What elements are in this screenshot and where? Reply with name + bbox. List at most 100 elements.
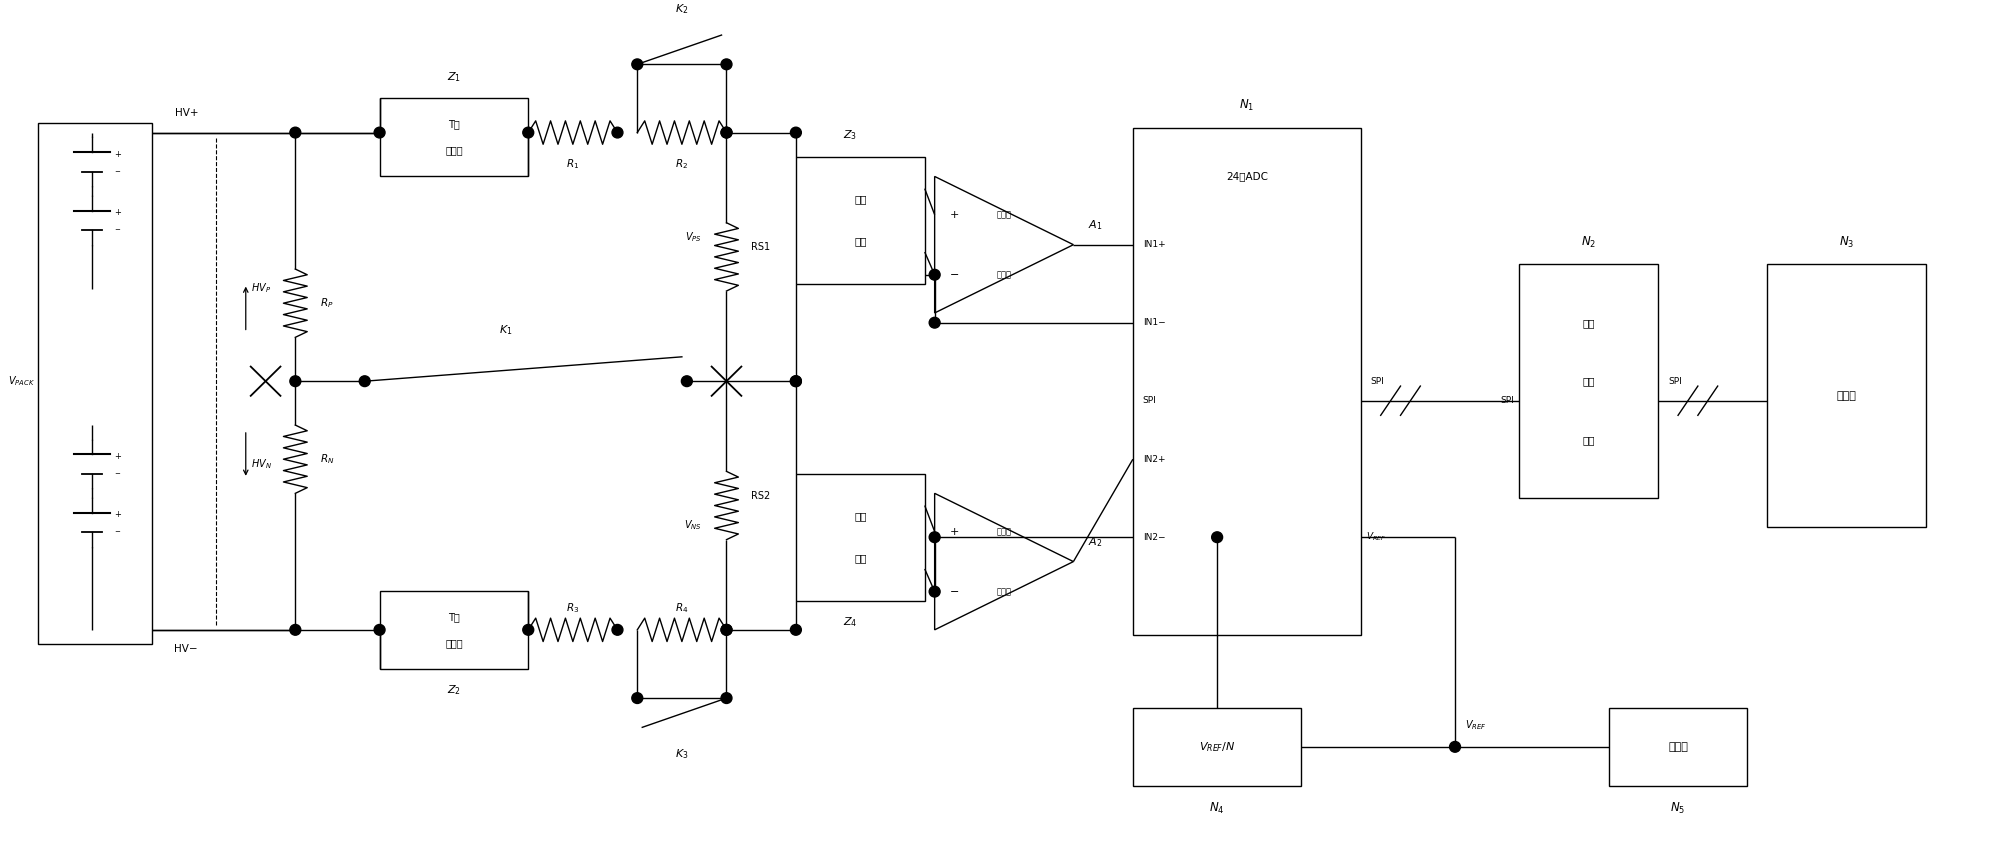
Text: T型: T型 [448, 612, 460, 622]
Circle shape [721, 693, 731, 704]
Text: 全差分: 全差分 [997, 210, 1011, 219]
Text: +: + [949, 210, 959, 220]
Text: $A_1$: $A_1$ [1089, 218, 1103, 232]
Circle shape [1211, 532, 1223, 543]
Circle shape [290, 376, 302, 387]
Text: $-$: $-$ [114, 225, 122, 231]
Circle shape [523, 625, 533, 636]
Text: SPI: SPI [1500, 396, 1514, 406]
Text: $HV_P$: $HV_P$ [250, 282, 272, 296]
Text: $R_2$: $R_2$ [675, 157, 689, 170]
Text: $K_3$: $K_3$ [675, 747, 689, 761]
Circle shape [721, 127, 731, 138]
Text: $K_2$: $K_2$ [675, 2, 689, 15]
Circle shape [523, 127, 533, 138]
Text: −: − [949, 270, 959, 279]
Text: $N_5$: $N_5$ [1670, 801, 1686, 815]
Text: $N_3$: $N_3$ [1838, 234, 1854, 250]
Text: +: + [949, 527, 959, 537]
Text: $HV_N$: $HV_N$ [250, 458, 272, 471]
Circle shape [929, 317, 941, 328]
Circle shape [374, 625, 386, 636]
Text: $N_1$: $N_1$ [1239, 98, 1255, 113]
Text: +: + [114, 510, 120, 519]
Text: $R_P$: $R_P$ [320, 296, 334, 310]
Circle shape [721, 127, 731, 138]
Circle shape [791, 127, 801, 138]
Text: $N_4$: $N_4$ [1209, 801, 1225, 815]
Text: 滤波: 滤波 [853, 194, 867, 204]
Circle shape [1451, 741, 1461, 752]
Circle shape [611, 127, 623, 138]
Text: 放大器: 放大器 [997, 587, 1011, 596]
Bar [795, 474, 925, 601]
Circle shape [290, 127, 302, 138]
Bar [1133, 128, 1361, 635]
Text: $-$: $-$ [114, 527, 122, 533]
Circle shape [290, 625, 302, 636]
Text: $V_{PACK}$: $V_{PACK}$ [8, 374, 34, 389]
Circle shape [791, 376, 801, 387]
Text: $R_1$: $R_1$ [565, 157, 579, 170]
Circle shape [631, 693, 643, 704]
Text: SPI: SPI [1668, 377, 1682, 386]
Circle shape [929, 586, 941, 597]
Circle shape [929, 269, 941, 280]
Circle shape [611, 625, 623, 636]
Text: 电路: 电路 [853, 237, 867, 246]
Text: RS2: RS2 [751, 491, 771, 501]
Text: 全差分: 全差分 [997, 527, 1011, 536]
Text: $K_1$: $K_1$ [500, 324, 513, 337]
Text: HV+: HV+ [174, 108, 198, 118]
Bar [1768, 264, 1926, 527]
Circle shape [721, 59, 731, 70]
Text: $N_2$: $N_2$ [1580, 234, 1596, 250]
Circle shape [631, 59, 643, 70]
Circle shape [791, 376, 801, 387]
Text: IN2−: IN2− [1143, 532, 1165, 542]
Circle shape [721, 625, 731, 636]
Text: HV−: HV− [174, 644, 198, 654]
Bar [1133, 708, 1301, 786]
Text: +: + [114, 208, 120, 217]
Text: IN1+: IN1+ [1143, 240, 1165, 249]
Text: 滤波器: 滤波器 [446, 638, 464, 648]
Text: +: + [114, 149, 120, 158]
Text: $Z_4$: $Z_4$ [843, 615, 857, 629]
Text: IN2+: IN2+ [1143, 455, 1165, 463]
Text: 数字: 数字 [1582, 318, 1594, 328]
Text: $Z_2$: $Z_2$ [448, 683, 462, 697]
Text: +: + [114, 452, 120, 461]
Bar [1608, 708, 1748, 786]
Text: $V_{REF}$: $V_{REF}$ [1465, 718, 1487, 732]
Text: 滤波: 滤波 [853, 511, 867, 521]
Text: SPI: SPI [1371, 377, 1385, 386]
Text: $R_N$: $R_N$ [320, 452, 334, 466]
Text: −: − [949, 587, 959, 596]
Bar [380, 590, 527, 669]
Bar [795, 157, 925, 284]
Text: 电路: 电路 [1582, 435, 1594, 445]
Text: $-$: $-$ [114, 167, 122, 173]
Text: $Z_1$: $Z_1$ [448, 70, 462, 83]
Circle shape [360, 376, 370, 387]
Circle shape [721, 625, 731, 636]
Text: $R_4$: $R_4$ [675, 602, 689, 615]
Text: $V_{PS}$: $V_{PS}$ [685, 231, 701, 245]
Text: SPI: SPI [1143, 396, 1157, 406]
Circle shape [791, 625, 801, 636]
Text: 24位ADC: 24位ADC [1227, 171, 1269, 181]
Text: $V_{REF}$: $V_{REF}$ [1367, 531, 1387, 544]
Text: 单片机: 单片机 [1836, 391, 1856, 400]
Bar [38, 123, 152, 644]
Circle shape [681, 376, 691, 387]
Text: $A_2$: $A_2$ [1089, 535, 1103, 549]
Text: IN1−: IN1− [1143, 318, 1165, 327]
Bar [1518, 264, 1658, 498]
Text: 隔离: 隔离 [1582, 377, 1594, 386]
Text: $Z_3$: $Z_3$ [843, 129, 857, 142]
Circle shape [929, 532, 941, 543]
Text: 放大器: 放大器 [997, 270, 1011, 279]
Text: RS1: RS1 [751, 242, 771, 252]
Text: $-$: $-$ [114, 469, 122, 475]
